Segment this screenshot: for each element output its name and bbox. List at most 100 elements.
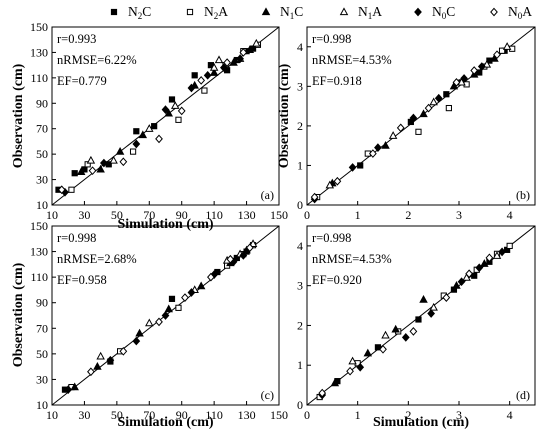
point-d-N1A-1 (348, 356, 357, 365)
point-c-N0C-1 (64, 385, 73, 395)
legend-marker-1 (110, 8, 118, 16)
point-d-N0C-2 (356, 362, 365, 372)
point-c-N1C-5 (196, 281, 206, 290)
point-c-N0A-5 (207, 272, 215, 282)
x-tick-label-a-2: 50 (111, 208, 123, 222)
point-c-N1A-2 (145, 318, 154, 327)
y-tick-label-c-7: 150 (30, 219, 48, 233)
y-axis-title-c: Observation (cm) (11, 262, 26, 367)
point-a-N2C-8 (191, 72, 198, 79)
point-a-N1C-1 (76, 167, 86, 176)
y-tick-label-a-2: 50 (36, 147, 48, 161)
x-axis-title-d: Simulation (cm) (373, 415, 469, 430)
plot-frame-d (306, 225, 536, 406)
point-d-N2C-5 (471, 272, 478, 279)
legend: N2C N2A N1C N1A N0C N0A (110, 4, 532, 21)
point-d-N0A-5 (442, 293, 451, 302)
x-tick-label-d-1: 1 (355, 408, 361, 422)
point-b-N1C-2 (381, 141, 390, 149)
y-tick-label-c-3: 70 (36, 321, 48, 335)
stat-c-1: r=0.998 (57, 231, 96, 245)
legend-label-3: N1C (280, 4, 303, 21)
point-b-N2A-7 (498, 47, 506, 54)
y-tick-label-d-3: 3 (297, 279, 303, 293)
point-a-N0C-8 (236, 54, 244, 64)
point-a-N0A-2 (88, 166, 97, 176)
point-b-N1C-6 (490, 54, 499, 62)
x-tick-label-c-4: 90 (176, 408, 188, 422)
y-tick-label-d-1: 1 (297, 358, 303, 372)
y-tick-label-c-1: 30 (36, 372, 48, 386)
point-b-N0C-4 (409, 113, 418, 123)
panel-c: 10 30 50 70 90 110 130 150 10 30 50 70 90 110 130 150 Si… (11, 219, 288, 430)
point-c-N0A-3 (155, 317, 163, 327)
legend-label-1: N2C (128, 4, 151, 21)
point-c-N2C-5 (233, 254, 240, 262)
point-a-N2A-4 (175, 116, 182, 123)
point-b-N1A-3 (429, 97, 438, 106)
legend-marker-3 (261, 7, 271, 16)
point-d-N0A-3 (379, 344, 387, 354)
point-d-N0A-4 (409, 327, 418, 336)
plot-frame-a (51, 26, 280, 206)
stat-c-2: nRMSE=2.68% (57, 252, 137, 266)
series-N0C-b (310, 62, 486, 204)
point-b-N0A-5 (424, 103, 433, 113)
point-a-N1C-4 (138, 130, 148, 139)
x-tick-label-a-6: 130 (238, 208, 256, 222)
x-axis-title-a: Simulation (cm) (117, 217, 213, 232)
y-tick-label-d-4: 4 (297, 239, 303, 253)
point-c-N0C-6 (210, 270, 219, 279)
point-a-N2A-3 (129, 148, 137, 155)
point-c-N0C-5 (187, 288, 196, 297)
series-N1C-d (330, 259, 489, 387)
point-a-N0A-8 (239, 48, 248, 57)
point-a-N2C-7 (168, 96, 176, 103)
point-a-N0C-4 (161, 105, 170, 114)
legend-marker-2 (186, 8, 194, 16)
series-N1A-b (325, 42, 512, 189)
point-c-N0C-2 (106, 355, 115, 365)
point-d-N0C-5 (457, 277, 466, 287)
y-tick-label-d-2: 2 (297, 318, 303, 332)
x-tick-label-a-4: 90 (176, 208, 188, 222)
series-N0A-b (310, 50, 501, 202)
point-d-N1C-5 (452, 281, 461, 289)
plot-frame-b (306, 26, 536, 206)
stat-b-1: r=0.998 (312, 32, 351, 46)
y-tick-label-c-4: 90 (36, 296, 48, 310)
point-d-N1C-1 (330, 378, 340, 387)
series-N1C-b (328, 54, 499, 187)
y-tick-label-b-1: 1 (297, 158, 303, 172)
point-b-N1A-6 (502, 42, 512, 50)
point-c-N0A-4 (181, 293, 189, 302)
y-tick-label-a-0: 10 (36, 198, 48, 212)
point-b-N1C-3 (419, 109, 428, 118)
series-N1C-c (70, 245, 251, 391)
point-d-N1A-2 (381, 330, 390, 339)
series-N1A-d (348, 251, 502, 365)
point-c-N0C-3 (132, 336, 141, 346)
point-a-N1A-6 (214, 55, 224, 64)
x-tick-label-c-7: 150 (270, 408, 288, 422)
point-c-N1C-3 (135, 328, 144, 337)
stat-d-1: r=0.998 (312, 231, 351, 245)
x-tick-label-b-0: 0 (304, 208, 310, 222)
x-tick-label-a-7: 150 (270, 208, 288, 222)
y-tick-label-a-5: 110 (30, 71, 48, 85)
point-c-N0A-2 (119, 346, 128, 356)
stat-a-1: r=0.993 (57, 32, 96, 46)
point-b-N0C-3 (374, 143, 382, 152)
x-tick-label-d-2: 2 (405, 408, 411, 422)
point-c-N0C-4 (161, 311, 170, 320)
point-c-N1C-1 (70, 382, 79, 391)
point-b-N2A-4 (445, 104, 452, 112)
point-a-N2A-2 (84, 161, 91, 168)
stat-d-2: nRMSE=4.53% (312, 252, 392, 266)
legend-marker-5 (414, 7, 422, 17)
point-a-N2C-2 (71, 170, 78, 177)
legend-marker-6 (490, 7, 498, 17)
point-c-N0A-7 (245, 243, 254, 253)
point-b-N0C-6 (460, 74, 468, 83)
